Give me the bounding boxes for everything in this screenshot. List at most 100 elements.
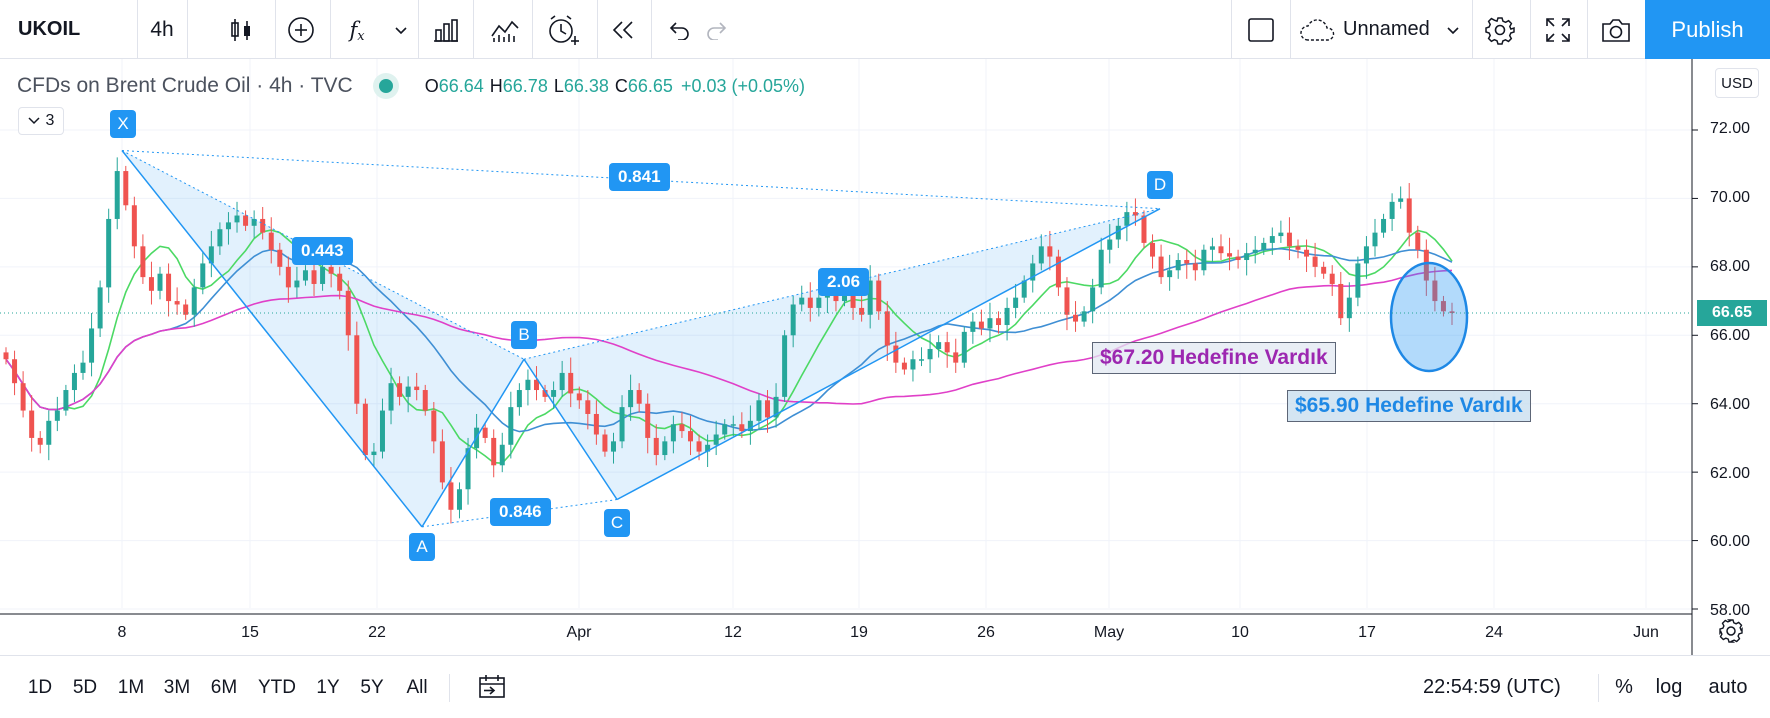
financials-bars-icon[interactable]: [432, 0, 460, 59]
candle-body: [1030, 263, 1036, 281]
candle-body: [1047, 246, 1053, 257]
candle-body: [1304, 249, 1310, 257]
candle-body: [1449, 311, 1455, 314]
pattern-point-x[interactable]: X: [110, 110, 136, 138]
candle-body: [679, 424, 685, 432]
candle-body: [80, 362, 86, 373]
candle-body: [807, 297, 813, 308]
candle-body: [63, 390, 69, 411]
candles-chart-type-icon[interactable]: [228, 0, 254, 59]
candle-body: [1372, 232, 1378, 247]
chart-layout-square-icon[interactable]: [1246, 0, 1276, 59]
candlestick-series: [3, 157, 1455, 524]
ratio-label-bd[interactable]: 2.06: [818, 268, 870, 296]
undo-icon[interactable]: [665, 0, 691, 59]
range-button-5y[interactable]: 5Y: [360, 676, 384, 698]
settings-gear-icon[interactable]: [1484, 0, 1516, 59]
chart-axes: [0, 59, 1698, 655]
toolbar-divider: [1530, 0, 1531, 59]
price-chart-pane[interactable]: [0, 59, 1770, 655]
candle-body: [1004, 307, 1010, 326]
candle-body: [602, 434, 608, 452]
toolbar-divider: [651, 0, 652, 59]
templates-chart-icon[interactable]: [490, 0, 520, 59]
price-tick: 70.00: [1710, 189, 1751, 206]
candle-body: [251, 218, 257, 226]
candle-body: [499, 444, 505, 466]
ratio-label-xb[interactable]: 0.443: [292, 237, 353, 265]
price-tick: 66.00: [1710, 327, 1751, 344]
pattern-point-a[interactable]: A: [409, 533, 435, 561]
candle-body: [71, 372, 77, 391]
candle-body: [1346, 297, 1352, 319]
candle-body: [525, 379, 531, 391]
pattern-point-c[interactable]: C: [604, 509, 630, 537]
range-button-all[interactable]: All: [406, 676, 428, 698]
auto-scale-toggle[interactable]: auto: [1708, 676, 1748, 698]
range-button-3m[interactable]: 3M: [163, 676, 191, 698]
candle-body: [1227, 253, 1233, 257]
screenshot-camera-icon[interactable]: [1600, 0, 1632, 59]
range-button-1y[interactable]: 1Y: [316, 676, 340, 698]
low-label: L: [553, 75, 564, 96]
range-button-ytd[interactable]: YTD: [258, 676, 296, 698]
ratio-label-ac[interactable]: 0.846: [490, 498, 551, 526]
range-button-5d[interactable]: 5D: [72, 676, 98, 698]
candle-body: [1038, 246, 1044, 264]
candle-body: [1073, 314, 1079, 322]
axis-settings-gear-icon[interactable]: [1718, 618, 1744, 649]
candle-body: [696, 441, 702, 452]
indicators-collapse-button[interactable]: 3: [18, 107, 64, 135]
time-tick: May: [1093, 624, 1125, 641]
indicators-dropdown-chevron-icon[interactable]: [392, 0, 410, 59]
fullscreen-icon[interactable]: [1543, 0, 1573, 59]
candle-body: [1175, 260, 1181, 271]
range-button-1m[interactable]: 1M: [117, 676, 145, 698]
target-note-purple[interactable]: $67.20 Hedefine Vardık: [1092, 342, 1336, 374]
pattern-triangle: [524, 208, 1160, 500]
candle-body: [208, 246, 214, 264]
publish-button[interactable]: Publish: [1645, 0, 1770, 59]
candle-body: [585, 400, 591, 414]
alert-clock-icon[interactable]: [546, 0, 580, 59]
bar-replay-rewind-icon[interactable]: [609, 0, 637, 59]
target-note-blue[interactable]: $65.90 Hedefine Vardık: [1287, 390, 1531, 422]
range-button-6m[interactable]: 6M: [210, 676, 238, 698]
ratio-label-xd[interactable]: 0.841: [609, 163, 670, 191]
log-scale-toggle[interactable]: log: [1655, 676, 1683, 698]
chart-grid: [0, 59, 1692, 610]
utc-clock[interactable]: 22:54:59 (UTC): [1423, 676, 1561, 698]
time-tick: 17: [1358, 624, 1376, 641]
candle-body: [533, 379, 539, 391]
candle-body: [311, 270, 317, 284]
time-tick: Jun: [1633, 624, 1659, 641]
candle-body: [174, 301, 180, 305]
candle-body: [140, 246, 146, 278]
pattern-point-b[interactable]: B: [511, 321, 537, 349]
candle-body: [405, 386, 411, 397]
symbol-search-button[interactable]: UKOIL: [18, 18, 81, 40]
candle-body: [114, 171, 120, 219]
range-button-1d[interactable]: 1D: [27, 676, 53, 698]
candle-body: [123, 171, 129, 206]
compare-add-symbol-icon[interactable]: [286, 0, 316, 59]
candle-body: [662, 441, 668, 456]
currency-button[interactable]: USD: [1715, 68, 1759, 98]
candle-body: [1107, 239, 1113, 250]
candle-body: [816, 297, 822, 308]
candle-body: [491, 437, 497, 466]
percent-scale-toggle[interactable]: %: [1615, 676, 1633, 698]
candle-body: [1312, 256, 1318, 267]
interval-button[interactable]: 4h: [150, 17, 174, 41]
redo-icon[interactable]: [705, 0, 731, 59]
candle-body: [183, 304, 189, 315]
pattern-point-d[interactable]: D: [1147, 171, 1173, 199]
candle-body: [225, 222, 231, 230]
layout-name-button[interactable]: Unnamed: [1299, 0, 1461, 59]
time-tick: Apr: [566, 624, 592, 641]
candle-body: [1021, 280, 1027, 298]
candle-body: [439, 441, 445, 483]
go-to-date-calendar-icon[interactable]: [478, 674, 506, 705]
candle-body: [54, 410, 60, 421]
